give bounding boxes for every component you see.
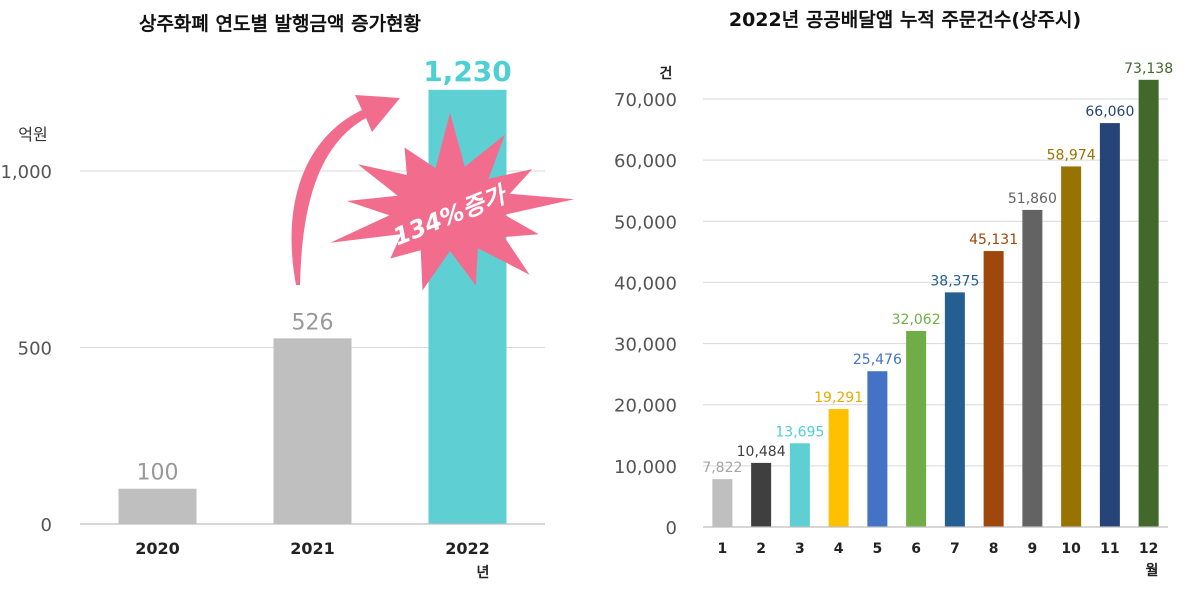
right-y-ticks: 0 10,000 20,000 30,000 40,000 50,000 60,000 70,… bbox=[614, 90, 677, 539]
right-bar-month-4 bbox=[828, 409, 849, 527]
right-data-label: 66,060 bbox=[1085, 104, 1134, 120]
right-bar-month-7 bbox=[944, 292, 965, 527]
left-bar-2020 bbox=[118, 488, 197, 524]
right-x-tick-label: 10 bbox=[1061, 541, 1081, 557]
right-bar-month-11 bbox=[1099, 123, 1120, 528]
right-x-tick-label: 6 bbox=[911, 541, 921, 557]
left-chart: 상주화폐 연도별 발행금액 증가현황 억원 0 500 1,000 100 526 1,… bbox=[0, 12, 575, 581]
right-y-tick-label: 20,000 bbox=[614, 396, 677, 417]
right-x-tick-label: 3 bbox=[795, 541, 805, 557]
right-x-tick-label: 5 bbox=[873, 541, 883, 557]
left-x-tick-label: 2020 bbox=[135, 539, 180, 558]
left-data-label: 526 bbox=[292, 310, 334, 335]
right-gridlines bbox=[703, 98, 1168, 467]
right-bar-month-12 bbox=[1138, 79, 1159, 528]
right-y-tick-label: 10,000 bbox=[614, 457, 677, 478]
right-x-tick-label: 2 bbox=[756, 541, 766, 557]
left-y-ticks: 0 500 1,000 bbox=[0, 162, 52, 536]
right-data-label: 7,822 bbox=[702, 460, 742, 476]
right-bar-month-3 bbox=[789, 443, 810, 527]
right-y-tick-label: 70,000 bbox=[614, 90, 677, 111]
right-x-tick-label: 4 bbox=[834, 541, 844, 557]
left-y-unit: 억원 bbox=[18, 125, 47, 144]
right-bar-month-2 bbox=[751, 462, 772, 527]
right-data-label: 10,484 bbox=[737, 444, 786, 460]
right-y-tick-label: 40,000 bbox=[614, 273, 677, 294]
right-x-tick-label: 12 bbox=[1139, 541, 1158, 557]
right-data-label: 51,860 bbox=[1008, 191, 1057, 207]
right-chart-title: 2022년 공공배달앱 누적 주문건수(상주시) bbox=[729, 9, 1081, 31]
right-x-tick-label: 11 bbox=[1100, 541, 1119, 557]
right-bar-month-6 bbox=[906, 330, 927, 527]
right-data-label: 73,138 bbox=[1124, 61, 1173, 77]
right-x-tick-label: 1 bbox=[718, 541, 728, 557]
left-y-tick-label: 0 bbox=[41, 515, 52, 536]
left-data-label: 100 bbox=[137, 461, 179, 486]
right-data-label: 19,291 bbox=[814, 390, 863, 406]
right-bar-month-8 bbox=[983, 251, 1004, 528]
left-chart-title: 상주화폐 연도별 발행금액 증가현황 bbox=[139, 12, 422, 35]
right-bars bbox=[712, 79, 1159, 528]
left-x-ticks: 2020 2021 2022 bbox=[135, 539, 490, 558]
right-x-ticks: 1 2 3 4 5 6 7 8 9 10 11 12 bbox=[718, 541, 1159, 557]
right-x-tick-label: 7 bbox=[950, 541, 960, 557]
left-x-tick-label: 2021 bbox=[290, 539, 335, 558]
right-data-label: 25,476 bbox=[853, 352, 902, 368]
right-bar-month-10 bbox=[1061, 166, 1082, 527]
left-x-tick-label: 2022 bbox=[445, 539, 490, 558]
right-data-label: 32,062 bbox=[892, 312, 941, 328]
right-bar-month-5 bbox=[867, 371, 888, 527]
increase-arrow-icon bbox=[291, 95, 400, 285]
right-y-tick-label: 50,000 bbox=[614, 212, 677, 233]
right-x-unit: 월 bbox=[1146, 562, 1159, 579]
right-bar-month-1 bbox=[712, 479, 733, 527]
right-x-tick-label: 9 bbox=[1028, 541, 1038, 557]
left-data-labels: 100 526 1,230 bbox=[137, 55, 512, 486]
left-data-label: 1,230 bbox=[423, 55, 512, 88]
right-data-label: 45,131 bbox=[969, 232, 1018, 248]
left-y-tick-label: 500 bbox=[18, 339, 52, 360]
right-y-tick-label: 30,000 bbox=[614, 335, 677, 356]
right-data-label: 58,974 bbox=[1047, 147, 1096, 163]
right-y-tick-label: 0 bbox=[666, 518, 677, 539]
right-bar-month-9 bbox=[1022, 209, 1043, 527]
left-bar-2021 bbox=[273, 338, 352, 524]
right-data-label: 38,375 bbox=[930, 273, 979, 289]
right-chart: 2022년 공공배달앱 누적 주문건수(상주시) 건 0 10,000 20,000… bbox=[614, 9, 1173, 579]
left-y-tick-label: 1,000 bbox=[0, 162, 52, 183]
starburst-badge bbox=[330, 112, 575, 291]
right-x-tick-label: 8 bbox=[989, 541, 999, 557]
right-data-label: 13,695 bbox=[775, 424, 824, 440]
left-x-unit: 년 bbox=[477, 565, 490, 581]
right-y-tick-label: 60,000 bbox=[614, 151, 677, 172]
right-y-unit: 건 bbox=[660, 65, 673, 82]
